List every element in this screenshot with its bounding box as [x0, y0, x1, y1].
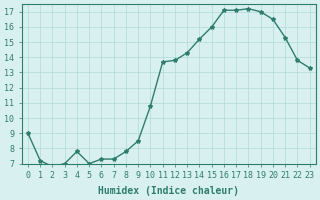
X-axis label: Humidex (Indice chaleur): Humidex (Indice chaleur) — [98, 186, 239, 196]
